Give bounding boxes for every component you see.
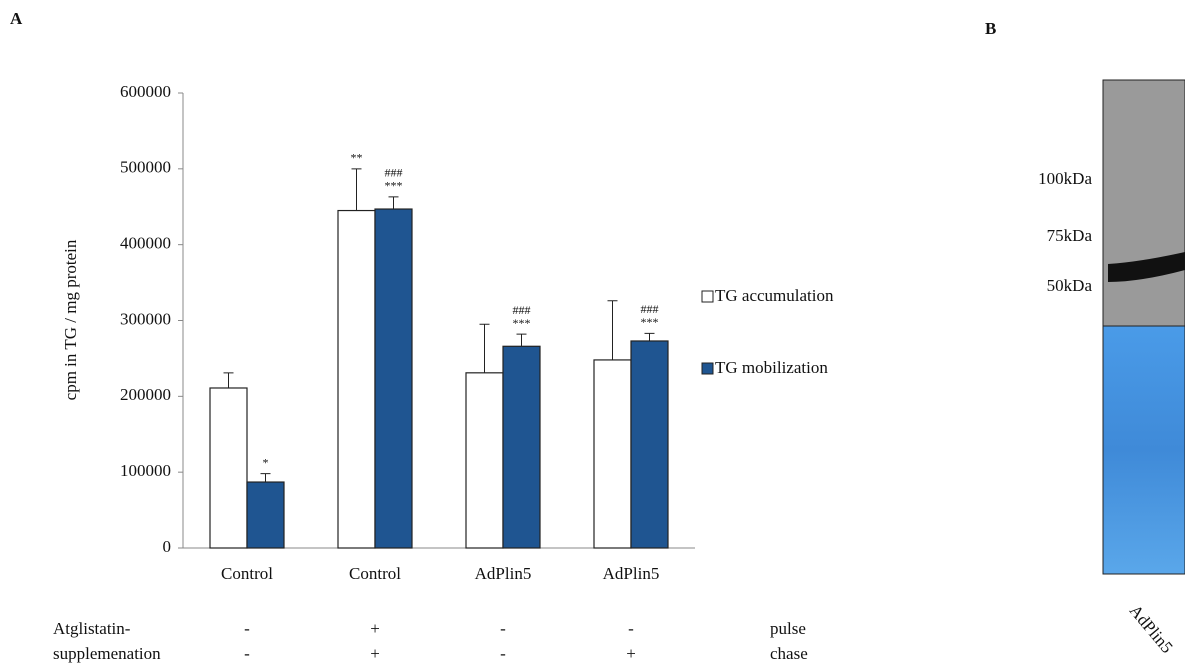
x-tick-label: AdPlin5 [475,564,532,583]
y-tick-label: 500000 [120,158,171,177]
legend-swatch [702,291,713,302]
bar [466,373,503,548]
row-value: - [500,619,506,638]
x-tick-label: Control [221,564,273,583]
row-phase: pulse [770,619,806,638]
y-tick-label: 200000 [120,385,171,404]
row-value: - [500,644,506,663]
page: A B cpm in TG / mg protein 100kDa 75kDa … [0,0,1185,666]
blot-membrane [1103,80,1185,326]
bar [594,360,631,548]
legend-swatch [702,363,713,374]
y-tick-label: 600000 [120,82,171,101]
y-tick-label: 0 [163,537,172,556]
significance-mark: * [263,455,269,469]
y-tick-label: 100000 [120,461,171,480]
significance-mark: *** [641,315,659,329]
legend-label: TG accumulation [715,286,834,305]
row-value: - [628,619,634,638]
marker-label: 75kDa [1047,226,1093,245]
error-bar [608,301,618,360]
x-tick-label: AdPlin5 [603,564,660,583]
bar [375,209,412,548]
row-label: Atglistatin- [53,619,131,638]
bar [631,341,668,548]
lane-label: AdPlin5 [1126,601,1177,657]
error-bar [480,324,490,373]
row-phase: chase [770,644,808,663]
significance-mark: *** [513,316,531,330]
significance-mark: ### [513,303,531,317]
error-bar [352,169,362,211]
bar [503,346,540,548]
bar [210,388,247,548]
marker-label: 100kDa [1038,169,1092,188]
significance-mark: *** [385,179,403,193]
row-value: + [626,644,636,663]
row-value: - [244,644,250,663]
row-value: + [370,619,380,638]
y-axis-label: cpm in TG / mg protein [61,239,80,400]
panel-label: B [985,19,996,38]
stained-gel [1103,326,1185,574]
y-tick-label: 400000 [120,234,171,253]
error-bar [261,474,271,482]
row-value: + [370,644,380,663]
significance-mark: ### [385,166,403,180]
panel-label: A [10,9,23,28]
significance-mark: ### [641,302,659,316]
error-bar [645,333,655,341]
error-bar [224,373,234,388]
legend-label: TG mobilization [715,358,828,377]
marker-label: 50kDa [1047,276,1093,295]
x-tick-label: Control [349,564,401,583]
bar [338,211,375,548]
error-bar [517,334,527,346]
y-tick-label: 300000 [120,309,171,328]
row-value: - [244,619,250,638]
error-bar [389,197,399,209]
figure: A B cpm in TG / mg protein 100kDa 75kDa … [0,0,1185,666]
row-label: supplemenation [53,644,161,663]
bar [247,482,284,548]
significance-mark: ** [351,151,363,165]
